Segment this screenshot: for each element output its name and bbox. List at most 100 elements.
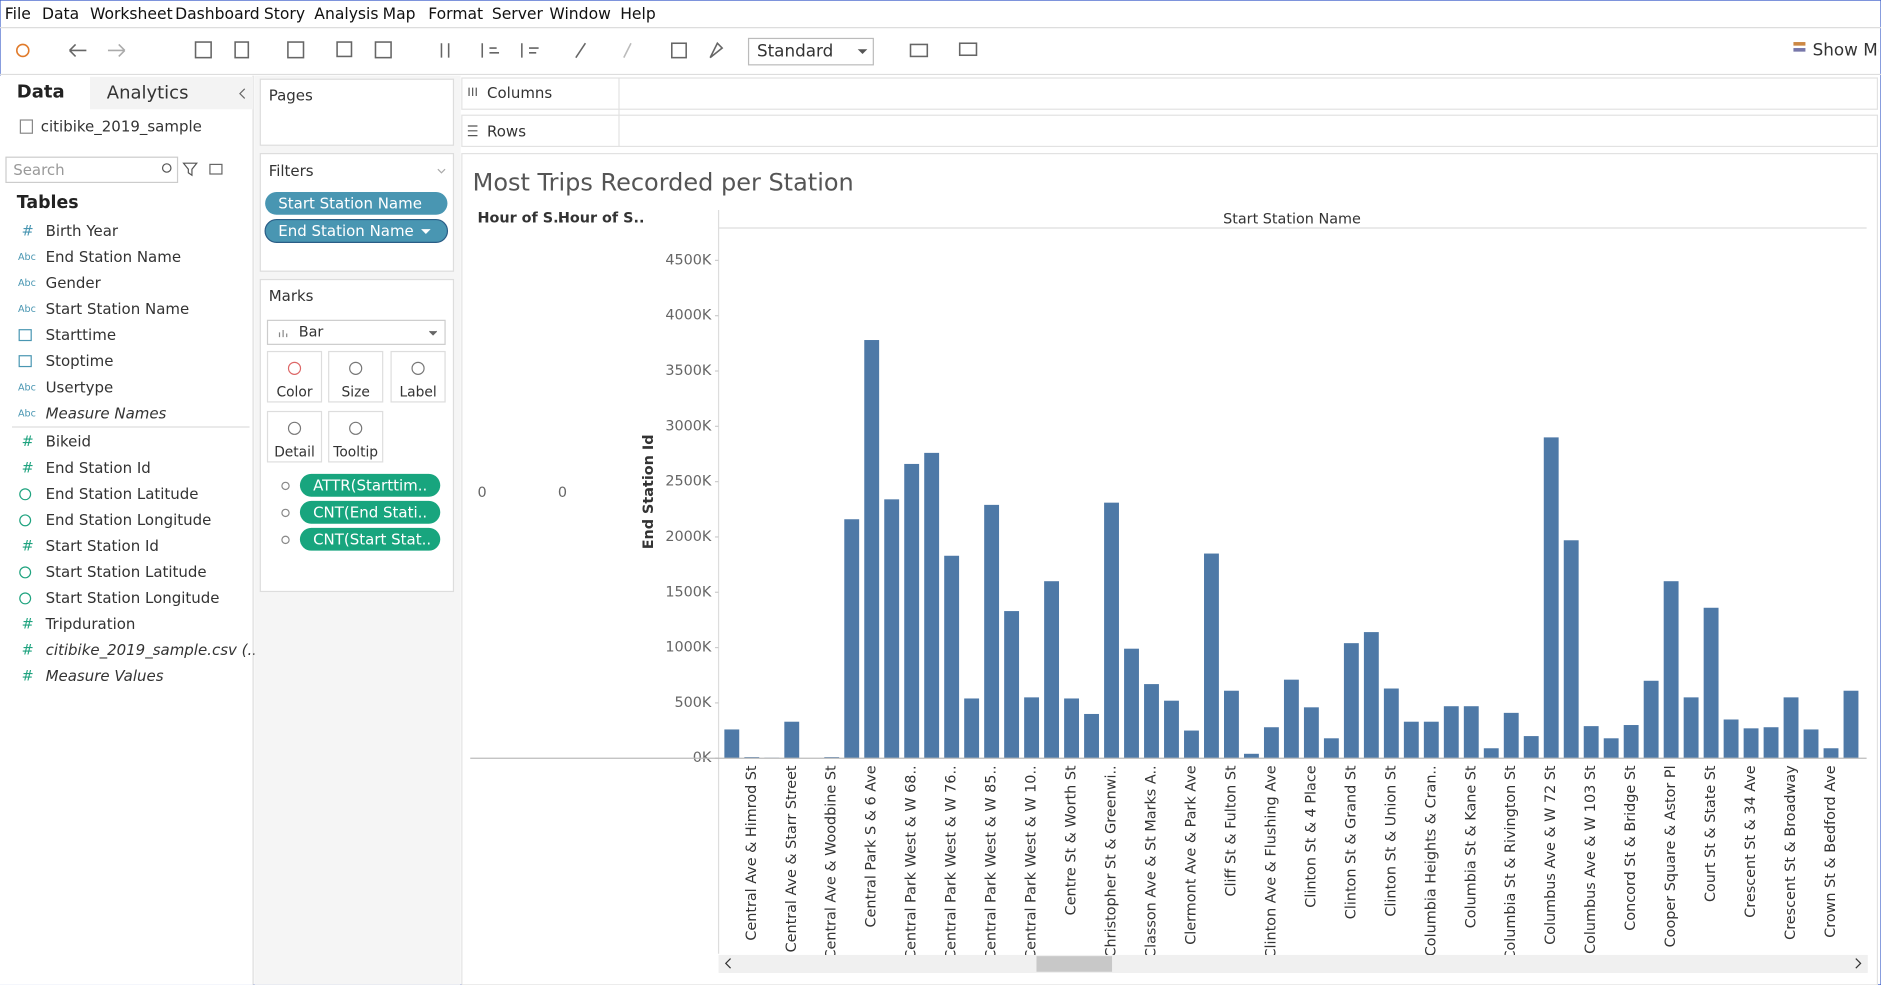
mark-button-icon [287,361,302,375]
x-tick-label: Clinton Ave & Flushing Ave [1263,765,1279,958]
field[interactable]: Start Station Longitude [46,589,220,607]
clear-icon[interactable] [374,41,392,59]
y-tick-label: 1500K [665,584,712,600]
field[interactable]: Starttime [46,326,116,344]
mark-button[interactable] [390,350,446,403]
new-sheet-icon[interactable] [287,41,305,59]
card-menu[interactable] [437,168,446,174]
datasource-icon [19,119,33,134]
mark-button-icon [349,421,363,435]
menu-item[interactable]: Analysis [314,5,378,23]
field[interactable]: End Station Latitude [46,485,199,503]
logo-icon[interactable] [16,43,30,58]
highlight-icon[interactable] [575,42,587,59]
field[interactable]: Measure Names [46,404,167,422]
analytics-tab[interactable]: Analytics [107,83,189,104]
field[interactable]: Tripduration [45,615,136,633]
bar [1004,611,1020,759]
scrollbar[interactable] [718,954,1868,973]
new-datasource-icon[interactable] [234,41,250,59]
y-tick-label: 3500K [665,363,712,379]
view-icon[interactable] [209,163,223,175]
x-tick-label: Central Ave & Woodbine St [824,765,840,959]
view-size-dropdown[interactable] [747,37,874,66]
menu-item[interactable]: File [5,5,31,23]
y-tick-label: 500K [674,695,711,711]
menu-item[interactable]: Format [428,5,483,23]
filter-pill[interactable] [264,218,449,243]
x-tick-label: Clinton St & Grand St [1343,765,1359,919]
mark-button[interactable] [266,350,323,403]
text-icon[interactable] [671,42,687,59]
mark-button[interactable] [266,410,323,463]
columns-shelf [461,77,1879,110]
field-icon: # [22,434,34,450]
field[interactable]: End Station Id [46,459,151,477]
bar [1303,707,1319,759]
data-tab[interactable]: Data [17,81,65,102]
sort-desc-icon[interactable] [521,43,539,58]
search-box[interactable] [5,156,179,183]
collapse-icon[interactable] [239,88,246,99]
mark-button-icon [411,361,425,375]
menu-item[interactable]: Data [42,5,79,23]
attach-icon[interactable] [623,42,632,58]
search-icon [161,163,172,173]
pill-label: ATTR(Starttim.. [313,476,427,494]
field-icon: # [22,642,34,658]
field[interactable]: Birth Year [46,222,119,240]
field[interactable]: Start Station Name [46,300,190,318]
duplicate-icon[interactable] [336,41,353,58]
pin-icon[interactable] [709,41,724,59]
field[interactable]: Bikeid [46,433,91,451]
bar [1283,679,1299,759]
show-me-button[interactable]: Show Me [1813,39,1881,59]
mark-button-label: Color [277,384,313,400]
bar [1144,684,1159,759]
x-tick-label: Central Ave & Himrod St [744,765,760,941]
x-tick-label: Cooper Square & Astor Pl [1663,765,1679,947]
field[interactable]: Start Station Id [46,537,159,555]
menu-item[interactable]: Map [383,5,416,23]
filters-title: Filters [269,162,314,180]
filter-icon[interactable] [182,162,198,177]
mark-button[interactable] [328,350,384,403]
field[interactable]: Gender [46,274,102,292]
mark-button-icon [349,361,363,375]
field[interactable]: Stoptime [46,352,114,370]
mark-pill[interactable] [299,500,441,524]
sort-asc-icon[interactable] [481,43,500,58]
menu-item[interactable]: Server [492,5,544,23]
datasource-name[interactable]: citibike_2019_sample [41,118,202,137]
x-tick-label: Centre St & Worth St [1064,765,1080,915]
undo-icon[interactable] [69,43,87,57]
field[interactable]: Measure Values [46,667,164,685]
bar [1243,753,1259,759]
mark-button[interactable] [328,410,384,463]
scroll-arrows[interactable] [724,958,1862,969]
scroll-thumb[interactable] [1036,956,1113,972]
menu-item[interactable]: Worksheet [90,5,173,23]
field[interactable]: Usertype [46,378,114,396]
redo-icon[interactable] [107,43,126,57]
mark-pill[interactable] [299,473,441,497]
menu-item[interactable]: Help [620,5,656,23]
swap-icon[interactable] [440,43,450,58]
menu-item[interactable]: Dashboard [175,5,260,23]
cards-icon[interactable] [909,43,929,58]
menu-item[interactable]: Window [549,5,611,23]
mark-pill[interactable] [299,527,441,551]
field[interactable]: citibike_2019_sample.csv (... [46,641,262,660]
field[interactable]: End Station Longitude [46,511,212,529]
bar [1843,690,1859,759]
filter-pill[interactable] [265,191,448,215]
save-icon[interactable] [194,41,212,59]
menu-item[interactable]: Story [264,5,305,23]
date-icon [18,329,32,342]
bar [1184,730,1199,759]
mark-type-dropdown[interactable] [266,319,446,345]
bar [1044,581,1060,759]
field[interactable]: End Station Name [46,248,181,266]
presentation-icon[interactable] [958,42,978,57]
field[interactable]: Start Station Latitude [46,563,207,581]
